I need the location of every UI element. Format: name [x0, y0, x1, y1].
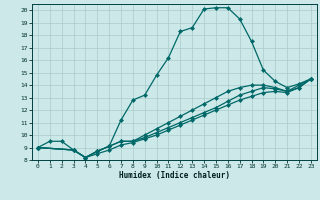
X-axis label: Humidex (Indice chaleur): Humidex (Indice chaleur)	[119, 171, 230, 180]
